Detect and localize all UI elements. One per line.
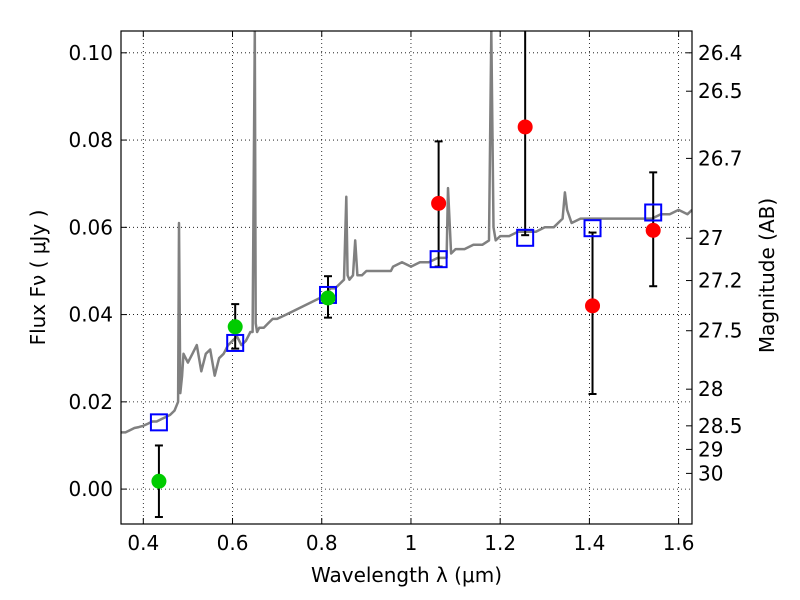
plot-frame <box>120 30 693 525</box>
y-tick-label: 0.10 <box>68 41 113 65</box>
marker-layer <box>149 31 663 519</box>
model-square <box>429 250 448 269</box>
x-tick-label: 0.8 <box>306 531 338 555</box>
tick-layer: 0.4 0.6 0.8 1 1.2 1.4 1.6 0.00 0.02 0.04 0.06 0.08 0… <box>68 31 743 555</box>
y-tick-label: 0.00 <box>68 477 113 501</box>
y-tick-label: 0.08 <box>68 128 113 152</box>
observed-point <box>585 298 601 314</box>
model-square <box>583 219 602 238</box>
right-tick-label: 30 <box>698 461 723 485</box>
y-tick-label: 0.06 <box>68 215 113 239</box>
right-tick-label: 27 <box>698 226 723 250</box>
x-tick-label: 0.6 <box>217 531 249 555</box>
observed-point <box>227 319 243 335</box>
observed-point <box>517 119 533 135</box>
model-square <box>644 203 663 222</box>
spectrum-line <box>121 31 692 434</box>
model-square <box>149 413 168 432</box>
x-axis-label: Wavelength λ (μm) <box>311 563 502 587</box>
model-square <box>516 228 535 247</box>
right-axis-label: Magnitude (AB) <box>755 198 779 353</box>
observed-point <box>320 290 336 306</box>
x-tick-label: 0.4 <box>127 531 159 555</box>
observed-point <box>431 195 447 211</box>
right-tick-label: 29 <box>698 437 723 461</box>
y-tick-label: 0.04 <box>68 303 113 327</box>
right-tick-label: 26.7 <box>698 146 743 170</box>
right-tick-label: 27.2 <box>698 269 743 293</box>
right-tick-label: 26.5 <box>698 79 743 103</box>
model-square <box>226 333 245 352</box>
grid-lines <box>121 31 692 524</box>
spectrum-layer <box>121 31 692 434</box>
x-tick-label: 1.2 <box>484 531 516 555</box>
y-tick-label: 0.02 <box>68 390 113 414</box>
x-tick-label: 1.6 <box>663 531 695 555</box>
right-tick-label: 26.4 <box>698 41 743 65</box>
right-tick-label: 28 <box>698 377 723 401</box>
x-tick-label: 1.4 <box>573 531 605 555</box>
x-tick-label: 1 <box>405 531 418 555</box>
right-tick-label: 27.5 <box>698 319 743 343</box>
y-axis-label: Flux Fν ( μJy ) <box>26 210 50 346</box>
right-tick-label: 28.5 <box>698 414 743 438</box>
observed-point <box>151 473 167 489</box>
observed-point <box>645 222 661 238</box>
